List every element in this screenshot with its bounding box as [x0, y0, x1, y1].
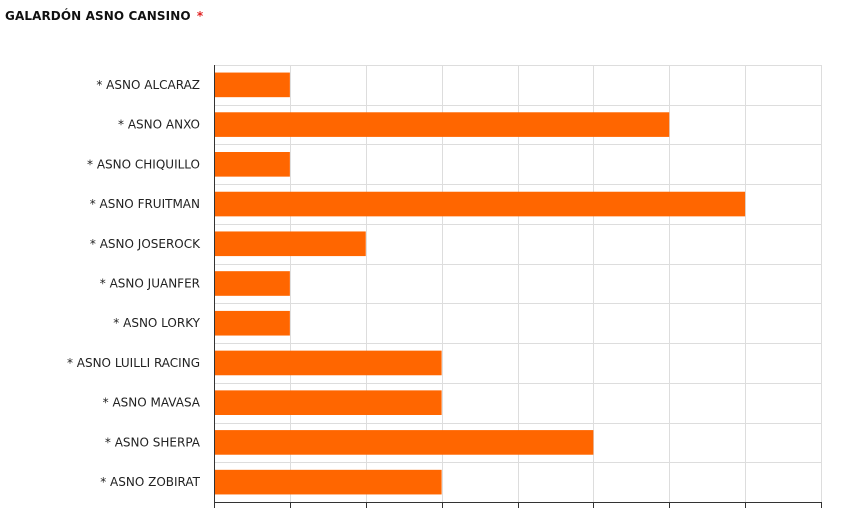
bar	[214, 350, 442, 376]
category-label: * ASNO FRUITMAN	[90, 197, 200, 211]
bar	[214, 112, 670, 137]
bar	[214, 430, 594, 455]
bars-layer	[214, 72, 746, 495]
bar	[214, 469, 442, 495]
bar	[214, 72, 290, 98]
category-label: * ASNO JOSEROCK	[90, 237, 201, 251]
category-label: * ASNO ALCARAZ	[96, 78, 200, 92]
x-axis	[214, 65, 822, 508]
chart-title: GALARDÓN ASNO CANSINO *	[5, 9, 203, 23]
bar	[214, 310, 290, 336]
category-label: * ASNO LUILLI RACING	[67, 356, 200, 370]
chart-title-text: GALARDÓN ASNO CANSINO	[5, 9, 191, 23]
category-label: * ASNO SHERPA	[105, 435, 201, 449]
bar	[214, 271, 290, 296]
category-label: * ASNO JUANFER	[100, 277, 200, 291]
bar	[214, 152, 290, 177]
category-label: * ASNO MAVASA	[103, 396, 201, 410]
bar	[214, 231, 366, 257]
bar	[214, 390, 442, 415]
category-labels: * ASNO ALCARAZ * ASNO ANXO * ASNO CHIQUILL…	[67, 78, 201, 489]
category-label: * ASNO LORKY	[113, 316, 200, 330]
category-label: * ASNO ANXO	[118, 118, 200, 132]
bar	[214, 191, 746, 217]
category-label: * ASNO ZOBIRAT	[100, 475, 200, 489]
category-label: * ASNO CHIQUILLO	[87, 157, 200, 171]
required-marker: *	[196, 9, 204, 23]
